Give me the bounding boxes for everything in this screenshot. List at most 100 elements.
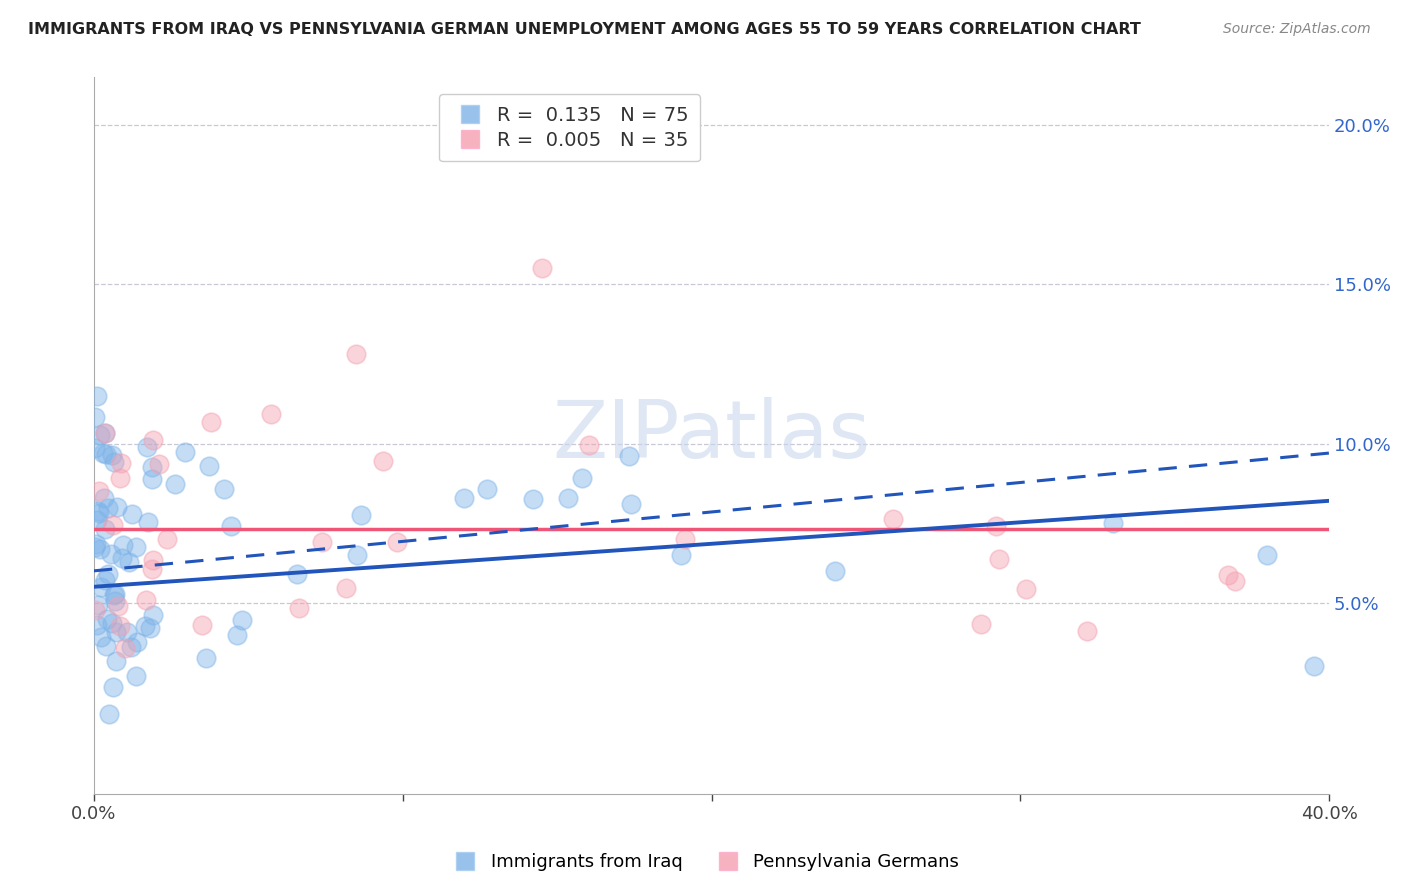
Point [620, 497, 643, 511]
Point [87, 507, 110, 521]
Point [141, 460, 163, 475]
Point [311, 534, 333, 549]
Point [571, 471, 593, 485]
Point [86, 514, 108, 528]
Point [163, 476, 186, 491]
Point [111, 551, 134, 566]
Point [104, 654, 127, 668]
Text: ZIPatlas: ZIPatlas [553, 397, 870, 475]
Point [96, 447, 118, 461]
Point [94, 639, 117, 653]
Point [287, 600, 309, 615]
Point [86, 618, 108, 632]
Point [882, 511, 904, 525]
Point [93, 491, 115, 506]
Point [156, 533, 179, 547]
Point [121, 508, 143, 522]
Point [100, 547, 122, 561]
Point [125, 540, 148, 554]
Point [198, 458, 221, 473]
Point [1223, 574, 1246, 588]
Point [93, 426, 115, 441]
Point [110, 456, 132, 470]
Point [103, 455, 125, 469]
Point [141, 472, 163, 486]
Point [94, 522, 117, 536]
Point [135, 440, 157, 454]
Point [335, 582, 357, 596]
Point [350, 508, 373, 522]
Point [104, 587, 127, 601]
Point [373, 454, 395, 468]
Point [101, 681, 124, 695]
Text: Source: ZipAtlas.com: Source: ZipAtlas.com [1223, 22, 1371, 37]
Point [100, 448, 122, 462]
Point [120, 640, 142, 654]
Point [824, 564, 846, 578]
Point [619, 449, 641, 463]
Point [105, 500, 128, 515]
Point [90, 630, 112, 644]
Point [94, 573, 117, 587]
Point [114, 641, 136, 656]
Point [115, 624, 138, 639]
Point [231, 613, 253, 627]
Point [142, 553, 165, 567]
Point [226, 627, 249, 641]
Point [135, 593, 157, 607]
Legend: R =  0.135   N = 75, R =  0.005   N = 35: R = 0.135 N = 75, R = 0.005 N = 35 [439, 95, 700, 161]
Point [141, 562, 163, 576]
Point [212, 482, 235, 496]
Point [84, 537, 107, 551]
Point [87, 598, 110, 612]
Point [578, 438, 600, 452]
Point [84, 541, 107, 555]
Point [557, 491, 579, 505]
Point [87, 504, 110, 518]
Point [101, 518, 124, 533]
Point [108, 471, 131, 485]
Point [84, 410, 107, 425]
Point [530, 261, 553, 276]
Point [387, 534, 409, 549]
Point [219, 518, 242, 533]
Point [138, 515, 160, 529]
Point [987, 552, 1010, 566]
Point [1076, 624, 1098, 639]
Point [125, 669, 148, 683]
Point [94, 426, 117, 441]
Point [477, 482, 499, 496]
Point [1256, 548, 1278, 562]
Point [84, 603, 107, 617]
Point [87, 484, 110, 499]
Point [118, 556, 141, 570]
Point [89, 428, 111, 442]
Point [139, 621, 162, 635]
Point [142, 607, 165, 622]
Point [97, 706, 120, 721]
Legend: Immigrants from Iraq, Pennsylvania Germans: Immigrants from Iraq, Pennsylvania Germa… [440, 847, 966, 879]
Point [984, 519, 1007, 533]
Point [101, 615, 124, 630]
Point [148, 458, 170, 472]
Point [174, 444, 197, 458]
Point [260, 408, 283, 422]
Point [285, 566, 308, 581]
Point [673, 532, 696, 546]
Point [97, 501, 120, 516]
Point [97, 566, 120, 581]
Point [105, 625, 128, 640]
Point [134, 619, 156, 633]
Text: IMMIGRANTS FROM IRAQ VS PENNSYLVANIA GERMAN UNEMPLOYMENT AMONG AGES 55 TO 59 YEA: IMMIGRANTS FROM IRAQ VS PENNSYLVANIA GER… [28, 22, 1142, 37]
Point [1302, 659, 1324, 673]
Point [90, 580, 112, 594]
Point [127, 635, 149, 649]
Point [1216, 568, 1239, 582]
Point [200, 415, 222, 429]
Point [522, 492, 544, 507]
Point [191, 618, 214, 632]
Point [669, 548, 692, 562]
Point [107, 599, 129, 614]
Point [112, 538, 135, 552]
Point [89, 542, 111, 557]
